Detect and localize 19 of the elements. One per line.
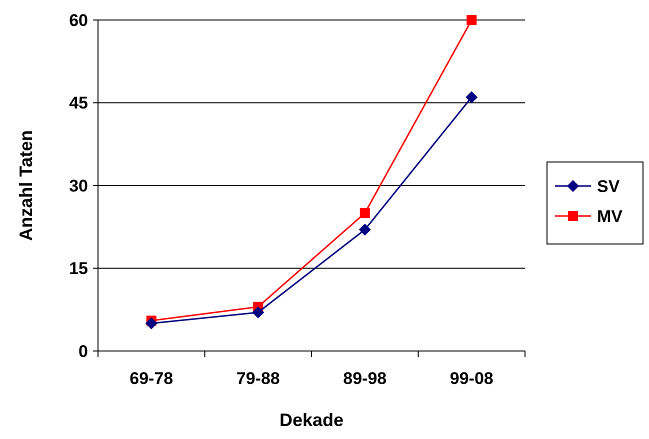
y-tick-label: 60 <box>69 10 88 30</box>
point <box>145 317 158 330</box>
y-tick-label: 30 <box>69 176 88 196</box>
x-axis-title: Dekade <box>279 410 344 430</box>
point <box>252 306 264 318</box>
point <box>466 91 478 104</box>
legend-label: SV <box>597 176 620 196</box>
point <box>358 224 371 236</box>
x-tick-label: 69-78 <box>130 369 174 388</box>
x-tick-label: 79-88 <box>236 369 280 388</box>
point <box>466 15 477 25</box>
y-tick-label: 15 <box>69 259 88 278</box>
y-tick-label: 45 <box>69 94 88 113</box>
y-axis-title: Anzahl Taten <box>16 130 36 241</box>
y-tick-label: 0 <box>78 342 88 361</box>
point <box>360 208 370 218</box>
legend-label: MV <box>597 206 624 226</box>
x-tick-label: 89-98 <box>343 369 387 388</box>
x-tick-label: 99-08 <box>450 369 494 388</box>
